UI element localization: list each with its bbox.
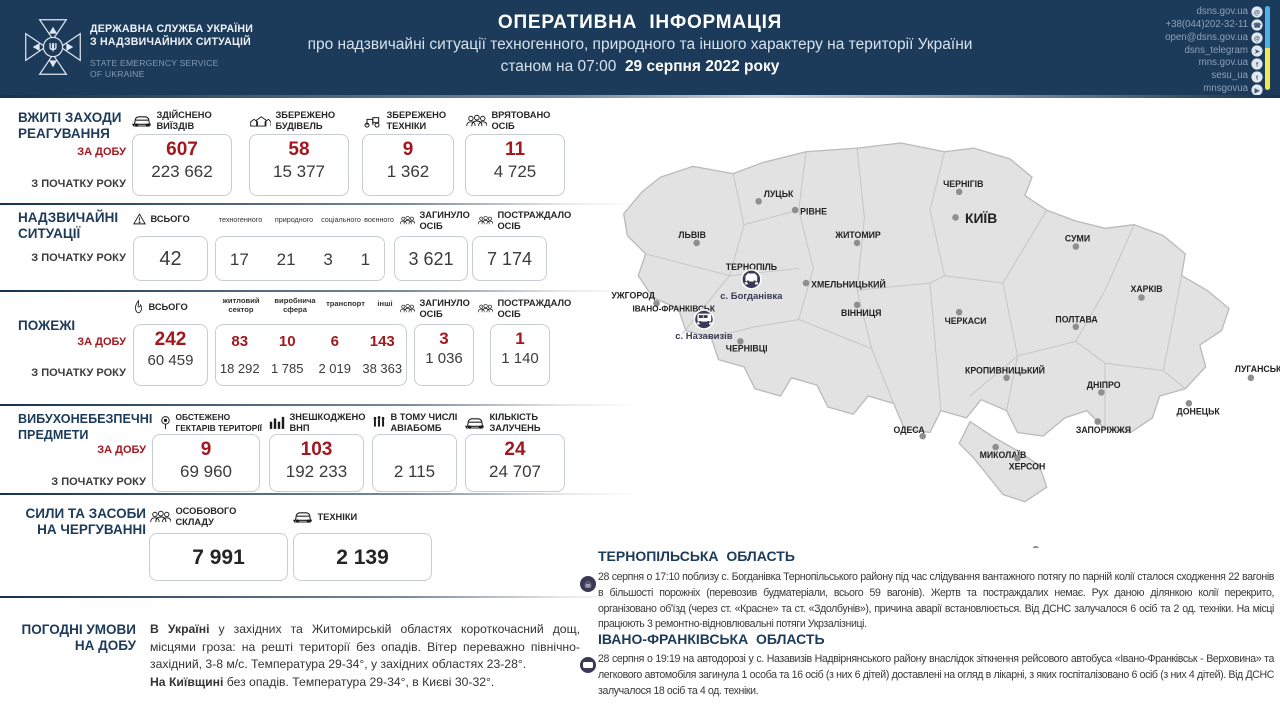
svg-text:с. Богданівка: с. Богданівка bbox=[720, 291, 783, 302]
svg-text:@: @ bbox=[1254, 9, 1260, 16]
svg-text:КИЇВ: КИЇВ bbox=[965, 210, 997, 226]
svg-text:ЧЕРНІВЦІ: ЧЕРНІВЦІ bbox=[726, 344, 768, 354]
svg-text:ЧЕРКАСИ: ЧЕРКАСИ bbox=[945, 316, 987, 326]
svg-text:РІВНЕ: РІВНЕ bbox=[800, 206, 827, 216]
svg-text:ЛЬВІВ: ЛЬВІВ bbox=[678, 230, 706, 240]
svg-text:ЧЕРНІГІВ: ЧЕРНІГІВ bbox=[943, 179, 983, 189]
svg-text:ХАРКІВ: ХАРКІВ bbox=[1131, 284, 1163, 294]
svg-text:ХМЕЛЬНИЦЬКИЙ: ХМЕЛЬНИЦЬКИЙ bbox=[811, 278, 886, 289]
svg-text:КРОПИВНИЦЬКИЙ: КРОПИВНИЦЬКИЙ bbox=[965, 364, 1045, 375]
svg-text:ВІННИЦЯ: ВІННИЦЯ bbox=[841, 308, 881, 318]
svg-text:ДОНЕЦЬК: ДОНЕЦЬК bbox=[1176, 406, 1220, 416]
svg-text:➤: ➤ bbox=[1254, 48, 1260, 55]
svg-text:ДНІПРО: ДНІПРО bbox=[1087, 380, 1121, 390]
svg-text:ЗАПОРІЖЖЯ: ЗАПОРІЖЖЯ bbox=[1076, 425, 1131, 435]
svg-text:ХЕРСОН: ХЕРСОН bbox=[1009, 462, 1046, 472]
svg-text:ПОЛТАВА: ПОЛТАВА bbox=[1055, 314, 1098, 324]
svg-text:СУМИ: СУМИ bbox=[1065, 233, 1090, 243]
svg-text:☎: ☎ bbox=[1253, 22, 1261, 29]
svg-text:ЖИТОМИР: ЖИТОМИР bbox=[834, 230, 881, 240]
svg-text:ОДЕСА: ОДЕСА bbox=[894, 425, 926, 435]
svg-text:@: @ bbox=[1254, 35, 1260, 42]
svg-text:с. Назавизів: с. Назавизів bbox=[675, 331, 733, 342]
svg-text:ЛУЦЬК: ЛУЦЬК bbox=[764, 189, 794, 199]
svg-text:☠: ☠ bbox=[584, 580, 592, 590]
svg-text:▶: ▶ bbox=[1254, 87, 1260, 94]
svg-text:ЛУГАНСЬК: ЛУГАНСЬК bbox=[1235, 364, 1280, 374]
